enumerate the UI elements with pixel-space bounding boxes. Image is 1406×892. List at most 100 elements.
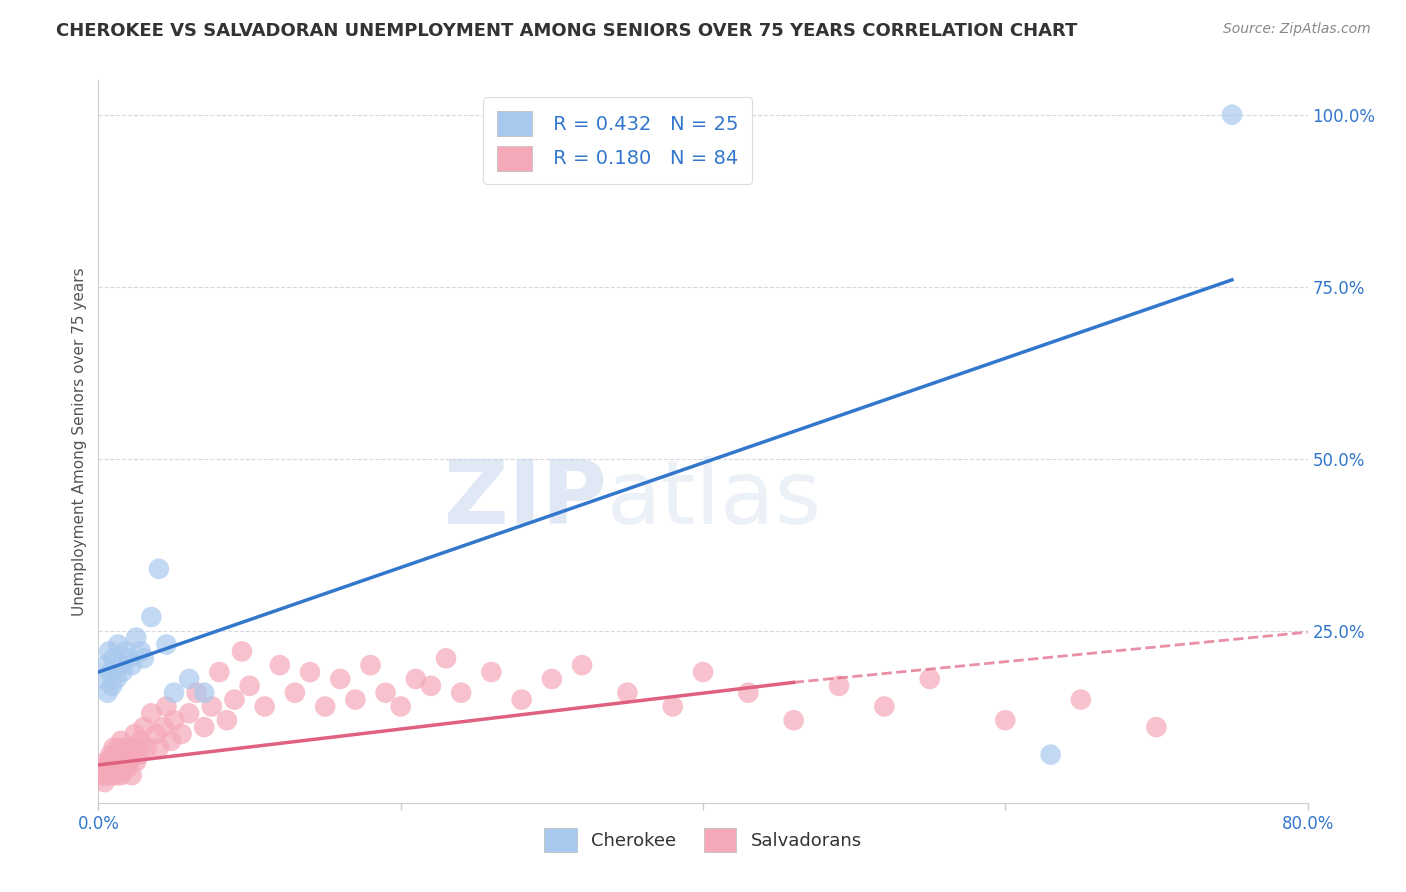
Point: [94, 658, 117, 673]
Point: [110, 734, 132, 748]
Point: [91, 761, 114, 775]
Point: [160, 734, 183, 748]
Point: [420, 679, 443, 693]
Point: [96, 686, 118, 700]
Point: [374, 686, 396, 700]
Point: [128, 747, 150, 762]
Point: [389, 699, 412, 714]
Point: [104, 755, 127, 769]
Point: [98, 768, 121, 782]
Point: [201, 699, 224, 714]
Point: [239, 679, 262, 693]
Point: [208, 665, 231, 679]
Point: [105, 672, 128, 686]
Point: [98, 755, 121, 769]
Point: [193, 720, 215, 734]
Point: [450, 686, 472, 700]
Point: [179, 706, 201, 721]
Text: ZIP: ZIP: [443, 456, 606, 543]
Point: [616, 686, 638, 700]
Point: [118, 651, 141, 665]
Point: [124, 727, 146, 741]
Point: [155, 638, 177, 652]
Point: [112, 755, 135, 769]
Point: [115, 761, 138, 775]
Point: [105, 768, 128, 782]
Point: [111, 761, 134, 775]
Point: [186, 686, 208, 700]
Point: [994, 713, 1017, 727]
Point: [253, 699, 276, 714]
Point: [163, 713, 186, 727]
Point: [299, 665, 322, 679]
Point: [155, 699, 177, 714]
Point: [284, 686, 307, 700]
Point: [1220, 108, 1243, 122]
Point: [540, 672, 562, 686]
Point: [737, 686, 759, 700]
Point: [103, 651, 125, 665]
Point: [121, 768, 143, 782]
Point: [108, 755, 131, 769]
Text: CHEROKEE VS SALVADORAN UNEMPLOYMENT AMONG SENIORS OVER 75 YEARS CORRELATION CHAR: CHEROKEE VS SALVADORAN UNEMPLOYMENT AMON…: [56, 22, 1077, 40]
Point: [125, 631, 148, 645]
Point: [107, 740, 129, 755]
Text: Source: ZipAtlas.com: Source: ZipAtlas.com: [1223, 22, 1371, 37]
Y-axis label: Unemployment Among Seniors over 75 years: Unemployment Among Seniors over 75 years: [72, 268, 87, 615]
Point: [1039, 747, 1062, 762]
Point: [100, 761, 122, 775]
Point: [571, 658, 593, 673]
Point: [179, 672, 201, 686]
Point: [103, 761, 125, 775]
Point: [118, 747, 141, 762]
Point: [114, 740, 136, 755]
Point: [129, 644, 152, 658]
Point: [141, 706, 163, 721]
Point: [125, 755, 148, 769]
Point: [91, 672, 114, 686]
Point: [1070, 692, 1092, 706]
Point: [98, 644, 121, 658]
Point: [692, 665, 714, 679]
Point: [101, 755, 124, 769]
Point: [344, 692, 367, 706]
Point: [94, 755, 117, 769]
Point: [103, 740, 125, 755]
Point: [135, 740, 157, 755]
Point: [132, 720, 155, 734]
Point: [148, 740, 170, 755]
Point: [170, 727, 193, 741]
Point: [873, 699, 896, 714]
Point: [93, 775, 115, 789]
Point: [101, 679, 124, 693]
Point: [163, 686, 186, 700]
Text: atlas: atlas: [606, 456, 821, 543]
Point: [145, 727, 167, 741]
Point: [360, 658, 382, 673]
Point: [107, 638, 129, 652]
Point: [111, 747, 134, 762]
Point: [152, 720, 174, 734]
Point: [148, 562, 170, 576]
Point: [107, 761, 129, 775]
Point: [661, 699, 683, 714]
Point: [329, 672, 352, 686]
Point: [100, 665, 122, 679]
Point: [132, 651, 155, 665]
Point: [783, 713, 806, 727]
Point: [121, 658, 143, 673]
Point: [314, 699, 336, 714]
Point: [141, 610, 163, 624]
Point: [481, 665, 503, 679]
Point: [100, 747, 122, 762]
Point: [96, 761, 118, 775]
Point: [101, 768, 124, 782]
Point: [110, 658, 132, 673]
Point: [224, 692, 246, 706]
Point: [122, 740, 145, 755]
Point: [828, 679, 851, 693]
Point: [231, 644, 253, 658]
Point: [269, 658, 291, 673]
Point: [110, 768, 132, 782]
Point: [405, 672, 427, 686]
